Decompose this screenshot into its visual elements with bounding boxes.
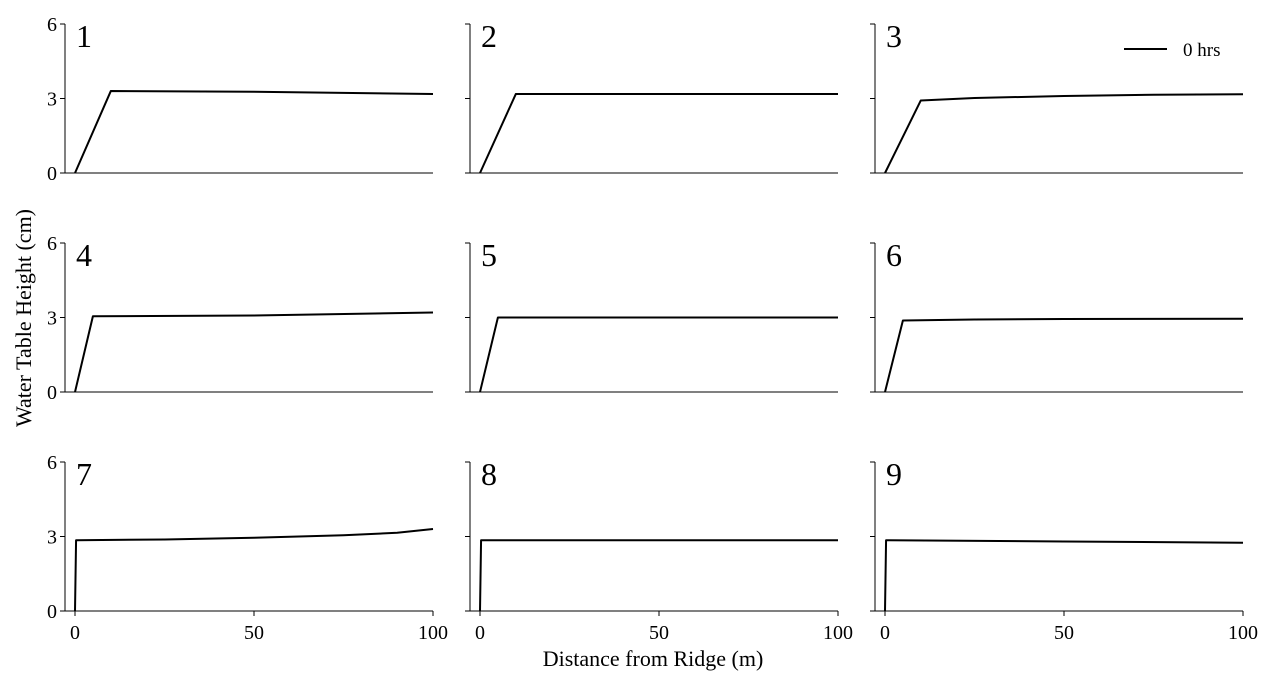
y-tick-label: 0	[47, 382, 57, 404]
y-tick-label: 0	[47, 601, 57, 623]
series-line	[884, 317, 1244, 393]
panel-label: 3	[886, 18, 902, 54]
x-tick-label: 100	[823, 622, 853, 644]
y-tick-label: 3	[47, 89, 57, 111]
panel-2: 2	[465, 18, 838, 174]
series-line	[884, 93, 1244, 174]
series-line	[479, 539, 838, 612]
series-line	[479, 316, 838, 393]
x-axis-title: Distance from Ridge (m)	[543, 646, 764, 671]
legend-label: 0 hrs	[1183, 40, 1220, 61]
series-line	[479, 93, 838, 174]
series-line	[74, 528, 434, 612]
y-tick-label: 6	[47, 452, 57, 474]
panel-6: 6	[870, 237, 1244, 393]
panel-label: 2	[481, 18, 497, 54]
panel-label: 5	[481, 237, 497, 273]
y-tick-label: 3	[47, 527, 57, 549]
panel-4: 0 3 6 4	[47, 233, 434, 404]
x-tick-label: 50	[244, 622, 264, 644]
panel-label: 9	[886, 456, 902, 492]
series-line	[884, 539, 1244, 612]
y-tick-label: 6	[47, 14, 57, 36]
y-tick-label: 0	[47, 163, 57, 185]
y-tick-label: 3	[47, 308, 57, 330]
panel-9: 0 50 100 9	[870, 456, 1258, 644]
panel-label: 8	[481, 456, 497, 492]
x-tick-label: 100	[1228, 622, 1258, 644]
legend: 0 hrs	[1124, 40, 1220, 61]
panel-3: 3 0 hrs	[870, 18, 1244, 174]
y-axis-title: Water Table Height (cm)	[11, 209, 36, 427]
panel-8: 0 50 100 8	[465, 456, 853, 644]
panel-1: 0 3 6 1	[47, 14, 434, 185]
series-line	[74, 311, 434, 393]
panel-label: 6	[886, 237, 902, 273]
x-tick-label: 0	[70, 622, 80, 644]
x-tick-label: 100	[418, 622, 448, 644]
panel-label: 1	[76, 18, 92, 54]
panel-7: 0 3 6 0 50 100 7	[47, 452, 448, 644]
panel-label: 7	[76, 456, 92, 492]
x-tick-label: 0	[880, 622, 890, 644]
series-line	[74, 90, 434, 174]
y-tick-label: 6	[47, 233, 57, 255]
panel-label: 4	[76, 237, 92, 273]
panel-5: 5	[465, 237, 838, 393]
x-tick-label: 50	[1054, 622, 1074, 644]
x-tick-label: 50	[649, 622, 669, 644]
x-tick-label: 0	[475, 622, 485, 644]
